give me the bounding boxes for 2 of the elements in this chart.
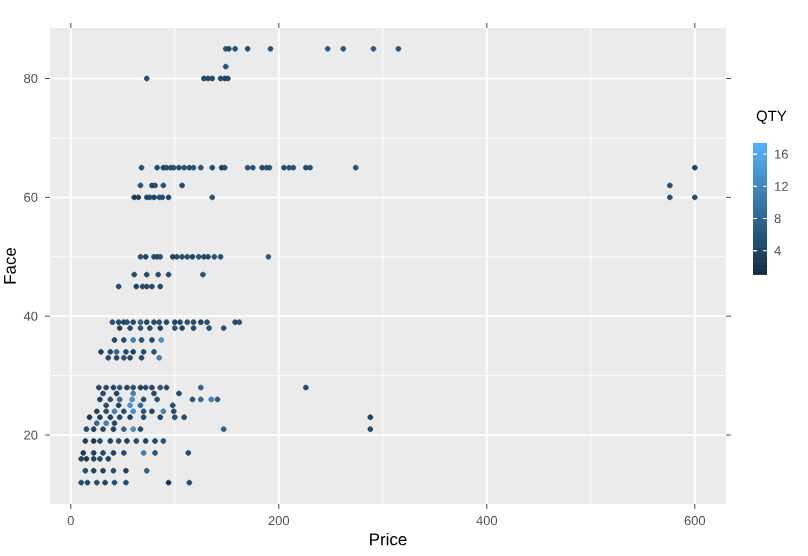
y-axis-title: Face bbox=[4, 247, 16, 284]
x-axis-title: Price bbox=[370, 532, 407, 546]
